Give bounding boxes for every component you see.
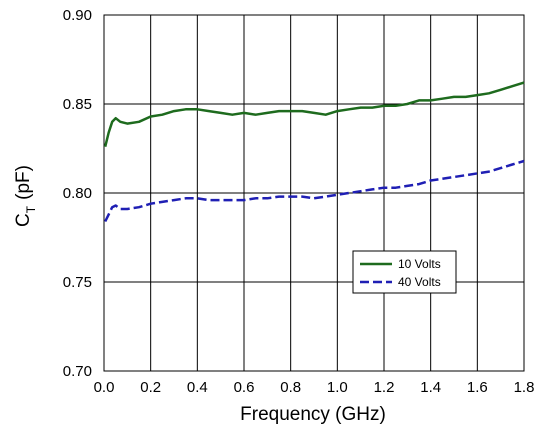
y-tick-label: 0.80 <box>63 185 92 202</box>
y-tick-label: 0.75 <box>63 274 92 291</box>
x-tick-label: 1.4 <box>420 379 441 396</box>
x-tick-label: 0.2 <box>140 379 161 396</box>
y-axis-label-subscript: T <box>24 205 38 213</box>
y-axis-label-main: C <box>13 213 34 227</box>
series-layer <box>103 81 525 223</box>
legend-label-10-volts: 10 Volts <box>398 257 441 271</box>
legend-label-40-volts: 40 Volts <box>398 275 441 289</box>
x-axis-label: Frequency (GHz) <box>240 404 386 425</box>
grid-lines <box>104 15 524 371</box>
x-tick-label: 0.6 <box>234 379 255 396</box>
x-tick-label: 1.2 <box>374 379 395 396</box>
series-line-40-volts <box>104 159 525 223</box>
x-tick-label: 1.6 <box>467 379 488 396</box>
x-tick-label: 1.0 <box>327 379 348 396</box>
x-tick-label: 0.8 <box>280 379 301 396</box>
y-axis-tick-labels: 0.70 0.75 0.80 0.85 0.90 <box>63 7 92 380</box>
legend-box <box>352 250 457 294</box>
plot-area-frame <box>103 14 525 372</box>
x-axis-tick-labels: 0.0 0.2 0.4 0.6 0.8 1.0 1.2 1.4 1.6 1.8 <box>94 379 534 396</box>
y-tick-label: 0.85 <box>63 96 92 113</box>
y-tick-label: 0.70 <box>63 363 92 380</box>
y-axis-label: CT (pF) <box>13 165 38 227</box>
x-tick-label: 0.0 <box>94 379 115 396</box>
legend: 10 Volts 40 Volts <box>352 250 457 294</box>
x-tick-label: 0.4 <box>187 379 208 396</box>
y-axis-label-unit: (pF) <box>13 165 34 200</box>
y-tick-label: 0.90 <box>63 7 92 24</box>
series-line-10-volts <box>103 81 525 147</box>
x-tick-label: 1.8 <box>514 379 534 396</box>
